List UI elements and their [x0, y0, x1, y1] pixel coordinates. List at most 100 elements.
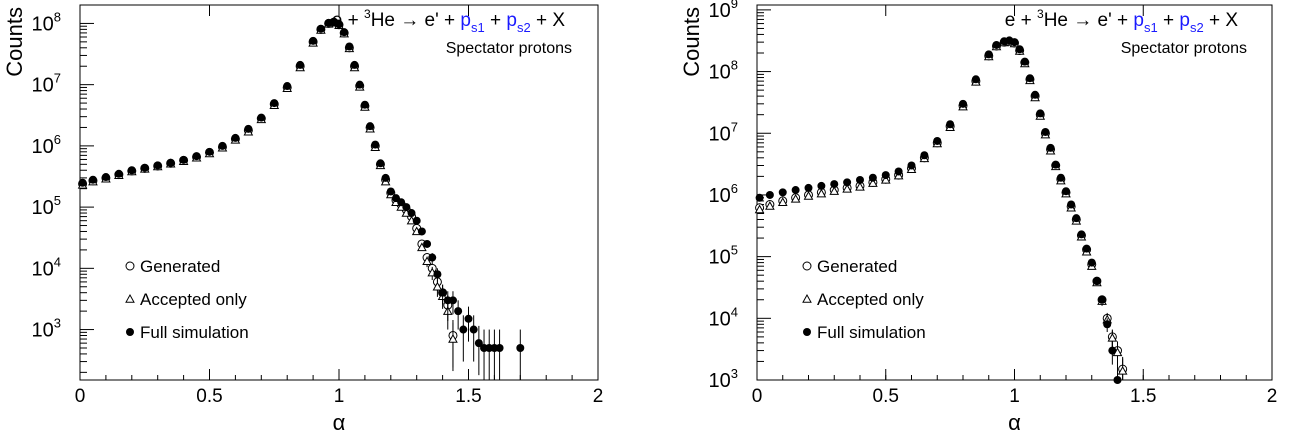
reaction-mid: He → e' +	[371, 10, 461, 31]
data-point	[140, 163, 149, 172]
y-tick-exponent: 5	[54, 193, 61, 208]
data-point	[880, 174, 891, 184]
reaction-proton-1: p	[1133, 10, 1144, 31]
data-point	[231, 133, 240, 142]
data-point	[868, 178, 878, 187]
y-tick-label: 108	[709, 58, 738, 84]
reaction-post: + X	[531, 10, 566, 31]
y-tick-base: 10	[709, 0, 731, 22]
y-tick-base: 10	[32, 258, 54, 280]
y-tick-exponent: 8	[731, 58, 738, 73]
reaction-isotope-superscript: 3	[1037, 7, 1044, 21]
data-point	[345, 42, 354, 51]
y-tick-label: 105	[709, 243, 738, 269]
data-point	[166, 158, 175, 167]
data-point	[992, 40, 1001, 49]
y-tick-base: 10	[32, 136, 54, 158]
data-point	[101, 173, 110, 182]
data-point	[971, 75, 980, 84]
data-point	[843, 178, 852, 187]
series-accepted-only	[754, 36, 1128, 380]
data-point	[366, 122, 375, 131]
data-point	[350, 60, 359, 69]
data-point	[755, 193, 764, 202]
data-point	[933, 136, 942, 145]
data-point	[88, 175, 97, 184]
reaction-plus: +	[485, 10, 507, 31]
legend-marker	[803, 328, 811, 336]
data-point	[1113, 376, 1122, 384]
y-tick-exponent: 4	[54, 254, 61, 269]
data-point	[417, 242, 427, 252]
data-point	[218, 141, 227, 150]
data-point	[816, 188, 827, 198]
x-axis-label: α	[333, 410, 346, 435]
data-point	[1036, 109, 1045, 118]
data-point	[179, 155, 188, 164]
data-point	[1020, 57, 1029, 66]
x-tick-label: 0	[752, 386, 763, 407]
data-point	[376, 159, 385, 168]
y-tick-base: 10	[709, 185, 731, 207]
legend-label: Full simulation	[817, 323, 926, 342]
y-tick-base: 10	[709, 123, 731, 145]
data-point	[412, 216, 421, 225]
x-tick-label: 1	[1009, 386, 1020, 407]
data-point	[959, 99, 967, 108]
reaction-proton-2-sub: s2	[1190, 20, 1204, 35]
data-point	[340, 28, 349, 37]
data-point	[856, 175, 864, 184]
data-point	[842, 183, 852, 193]
data-point	[1067, 200, 1076, 209]
x-axis-label: α	[1008, 410, 1021, 435]
data-point	[283, 82, 292, 91]
data-point	[754, 204, 765, 214]
data-point	[777, 197, 788, 206]
data-point	[355, 80, 364, 89]
data-point	[907, 161, 916, 170]
reaction-proton-2: p	[506, 10, 517, 31]
data-point	[114, 169, 123, 178]
y-axis-label: Counts	[679, 7, 704, 77]
reaction-label: e + 3He → e' + ps1 + ps2 + X	[332, 7, 566, 35]
y-tick-label: 107	[709, 119, 738, 145]
y-tick-exponent: 9	[731, 0, 738, 11]
data-point	[868, 173, 877, 182]
data-point	[438, 288, 447, 297]
y-tick-label: 109	[709, 0, 738, 22]
reaction-proton-1-sub: s1	[471, 20, 485, 35]
data-point	[464, 314, 473, 323]
data-point	[474, 339, 483, 348]
data-point	[1051, 160, 1060, 169]
data-point	[765, 190, 774, 199]
data-point	[397, 198, 406, 207]
legend-marker	[126, 328, 134, 336]
legend-marker	[125, 293, 135, 303]
series-full-simulation	[78, 17, 525, 380]
x-tick-label: 0.5	[196, 386, 222, 407]
data-point	[1056, 173, 1065, 182]
data-point	[428, 253, 437, 262]
y-tick-label: 106	[709, 181, 738, 207]
legend-marker	[802, 293, 812, 303]
subtitle: Spectator protons	[1121, 40, 1247, 57]
data-point	[192, 152, 201, 161]
reaction-proton-1-sub: s1	[1144, 20, 1158, 35]
data-point	[1025, 74, 1034, 83]
data-point	[495, 343, 504, 352]
y-tick-exponent: 7	[731, 119, 738, 134]
data-point	[433, 270, 442, 279]
data-point	[1107, 332, 1118, 342]
data-point	[790, 193, 801, 203]
reaction-pre: e +	[1005, 10, 1037, 31]
data-point	[1092, 277, 1101, 286]
data-point	[469, 325, 478, 334]
x-tick-label: 2	[593, 386, 604, 407]
y-tick-exponent: 5	[731, 243, 738, 258]
data-point	[153, 161, 162, 170]
data-point	[454, 307, 463, 316]
data-point	[360, 100, 369, 109]
data-point	[804, 183, 813, 192]
data-point	[244, 124, 253, 133]
